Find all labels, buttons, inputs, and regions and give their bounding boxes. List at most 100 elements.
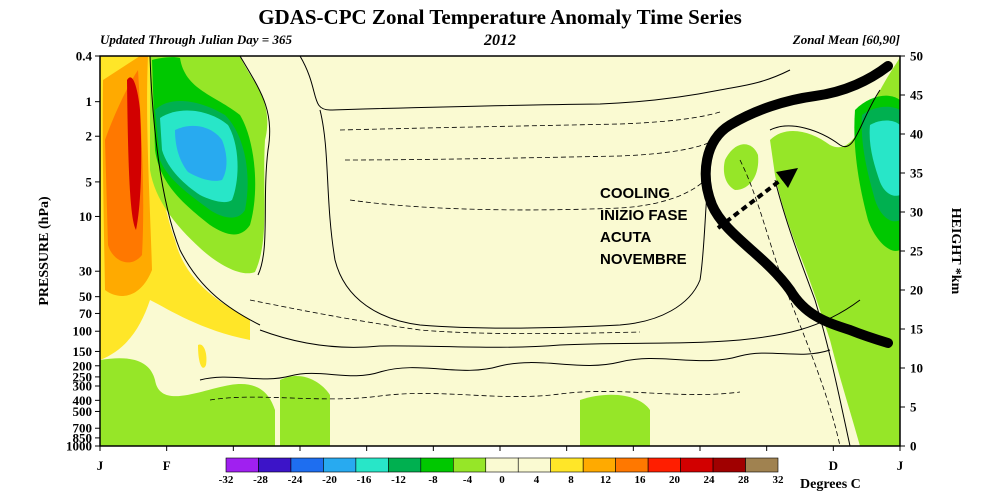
colorbar-tick-label: -4	[463, 474, 473, 486]
annotation-text: COOLING INIZIO FASE ACUTA NOVEMBRE	[600, 185, 692, 268]
contour-boundary-mar	[239, 55, 271, 276]
colorbar-swatch	[323, 457, 357, 473]
annotation-arrow-head	[776, 168, 798, 188]
colorbar-swatch	[258, 457, 292, 473]
pressure-tick-label: 5	[86, 174, 93, 189]
pressure-tick-label: 400	[73, 393, 93, 408]
height-tick-label: 35	[910, 166, 924, 181]
pressure-tick-label: 10	[79, 209, 92, 224]
colorbar-swatch	[452, 457, 487, 473]
warm-region-darkred	[127, 77, 142, 230]
contour-lines	[149, 55, 881, 447]
colorbar-tick-label: 8	[568, 474, 574, 486]
colorbar-swatch	[615, 457, 649, 473]
anomaly-fill-layer	[100, 56, 900, 446]
x-tick-label: J	[897, 458, 904, 473]
contour-lower-wiggle	[199, 349, 831, 381]
colorbar-swatch	[647, 457, 681, 473]
annotation-line-3: ACUTA	[600, 229, 652, 246]
colorbar-tick-label: 28	[738, 474, 750, 486]
height-tick-label: 30	[910, 205, 923, 220]
colorbar-tick-label: 20	[669, 474, 681, 486]
contour-dashed-lines	[209, 111, 841, 447]
contour-late-right	[774, 179, 851, 447]
pressure-tick-label: 2	[86, 129, 93, 144]
contour-boundary-feb	[149, 55, 261, 326]
pressure-tick-label: 0.4	[76, 49, 93, 64]
height-tick-label: 15	[910, 322, 924, 337]
pressure-tick-label: 150	[73, 344, 93, 359]
annotation-curve	[700, 61, 893, 348]
height-tick-label: 10	[910, 361, 923, 376]
cold-region-late-lime-2	[723, 144, 759, 190]
height-tick-label: 50	[910, 49, 923, 64]
pressure-axis-label: PRESSURE (hPa)	[37, 196, 52, 306]
height-axis-label: HEIGHT *km	[948, 208, 963, 295]
colorbar-tick-label: -20	[322, 474, 337, 486]
colorbar-tick-label: 0	[499, 474, 505, 486]
colorbar-tick-label: -16	[357, 474, 372, 486]
annotation-line-1: COOLING	[600, 185, 670, 202]
contour-dashed-6	[739, 159, 841, 447]
colorbar-swatch	[550, 457, 584, 473]
height-tick-label: 25	[910, 244, 924, 259]
pressure-tick-label: 100	[73, 324, 93, 339]
pressure-tick-label: 500	[73, 404, 93, 419]
height-tick-label: 45	[910, 88, 924, 103]
pressure-tick-label: 1	[86, 94, 93, 109]
pressure-tick-label: 250	[73, 369, 93, 384]
annotation-line-2: INIZIO FASE	[600, 207, 688, 224]
chart-title: GDAS-CPC Zonal Temperature Anomaly Time …	[258, 5, 742, 29]
contour-zero-upper	[299, 55, 791, 111]
colorbar-swatch	[485, 457, 519, 473]
pressure-tick-label: 700	[73, 421, 93, 436]
height-tick-label: 5	[910, 400, 917, 415]
cold-region-late-cyan	[869, 120, 900, 196]
contour-dashed-4	[249, 299, 641, 335]
height-tick-label: 40	[910, 127, 923, 142]
height-tick-label: 20	[910, 283, 923, 298]
colorbar-tick-label: 4	[534, 474, 540, 486]
colorbar-tick-label: 24	[704, 474, 716, 486]
colorbar-tick-label: -24	[288, 474, 303, 486]
colorbar-tick-label: 12	[600, 474, 612, 486]
colorbar-swatch	[745, 457, 779, 473]
pressure-tick-label: 1000	[66, 439, 92, 454]
chart-subtitle-right: Zonal Mean [60,90]	[792, 32, 900, 47]
colorbar-swatch	[680, 457, 714, 473]
colorbar-swatch	[388, 457, 422, 473]
annotation-arrow-line	[716, 174, 788, 230]
colorbar-tick-label: 16	[635, 474, 647, 486]
colorbar-tick-label: -8	[428, 474, 438, 486]
contour-dashed-5	[209, 391, 741, 401]
pressure-tick-label: 50	[79, 289, 92, 304]
contour-late-left	[769, 89, 881, 148]
cold-region-lightblue	[175, 125, 227, 181]
colorbar-swatch	[290, 457, 324, 473]
colorbar-swatch	[225, 457, 259, 473]
colorbar-swatch	[582, 457, 616, 473]
colorbar-tick-label: -28	[253, 474, 268, 486]
colorbar-tick-label: 32	[773, 474, 785, 486]
chart-subtitle-year: 2012	[483, 32, 516, 49]
colorbar-swatch	[355, 457, 389, 473]
annotation-line-4: NOVEMBRE	[600, 251, 687, 268]
colorbar-tick-label: -32	[219, 474, 234, 486]
pressure-tick-label: 70	[79, 306, 92, 321]
contour-zero-lower	[259, 299, 861, 348]
pressure-tick-label: 300	[73, 378, 93, 393]
colorbar-label: Degrees C	[800, 477, 861, 492]
chart-subtitle-left: Updated Through Julian Day = 365	[100, 32, 292, 47]
contour-dashed-2	[344, 139, 716, 161]
cold-region-lower-lime	[100, 358, 275, 446]
x-tick-label: D	[829, 458, 838, 473]
pressure-tick-label: 200	[73, 358, 93, 373]
warm-region-small	[198, 344, 207, 368]
cold-region-lower-lime-2	[580, 394, 650, 446]
colorbar-tick-label: -12	[391, 474, 406, 486]
colorbar-swatch	[712, 457, 746, 473]
contour-dashed-1	[339, 111, 721, 131]
